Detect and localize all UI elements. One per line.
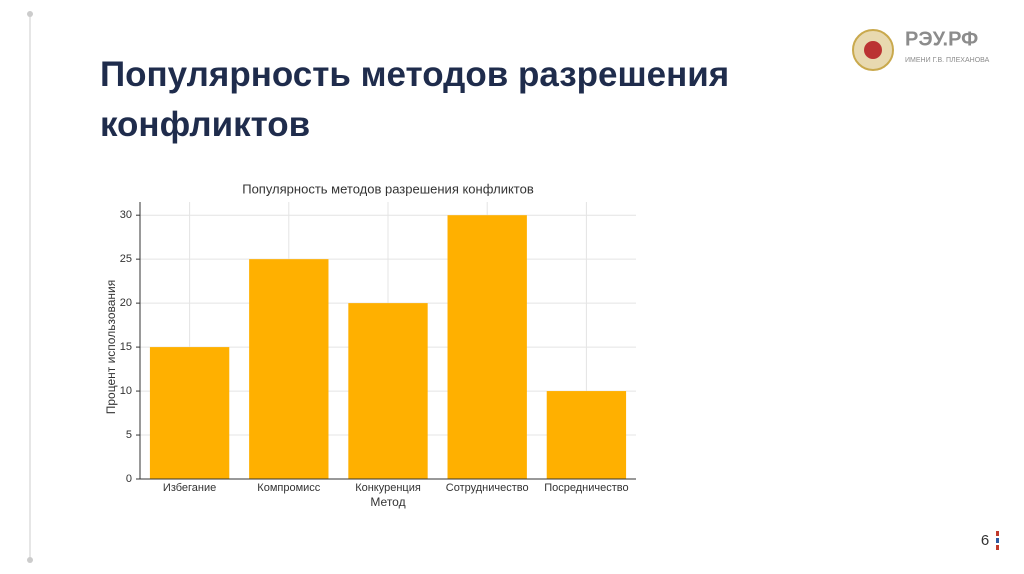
page-number: 6 [981,532,989,549]
y-tick-label: 15 [120,341,132,353]
y-tick-label: 0 [126,473,132,485]
bar [348,303,428,479]
decor-bar [996,545,999,550]
decor-bar [996,531,999,536]
x-tick-label: Сотрудничество [446,482,529,494]
y-tick-label: 10 [120,385,132,397]
bar [447,215,527,479]
y-axis-label: Процент использования [104,280,118,415]
y-tick-label: 30 [120,209,132,221]
y-tick-label: 5 [126,429,132,441]
y-tick-label: 25 [120,253,132,265]
bar [546,391,627,479]
logo-subtext: ИМЕНИ Г.В. ПЛЕХАНОВА [905,57,990,64]
logo-text: РЭУ.РФ [905,28,978,50]
x-tick-label: Конкуренция [355,482,421,494]
x-axis-label: Метод [370,495,405,509]
slide-title-line: конфликтов [100,105,311,144]
logo-emblem-center [864,41,882,59]
slide-title: Популярность методов разрешения конфликт… [100,50,729,150]
x-tick-label: Компромисс [257,482,320,494]
decor-dot [27,11,33,17]
chart-title: Популярность методов разрешения конфликт… [242,181,534,196]
decor-bar [996,538,999,543]
bar [149,347,230,479]
decor-dot [27,557,33,563]
x-tick-label: Посредничество [544,482,628,494]
x-tick-label: Избегание [163,482,216,494]
y-tick-label: 20 [120,297,132,309]
bar [249,259,329,479]
slide-title-line: Популярность методов разрешения [100,55,730,94]
